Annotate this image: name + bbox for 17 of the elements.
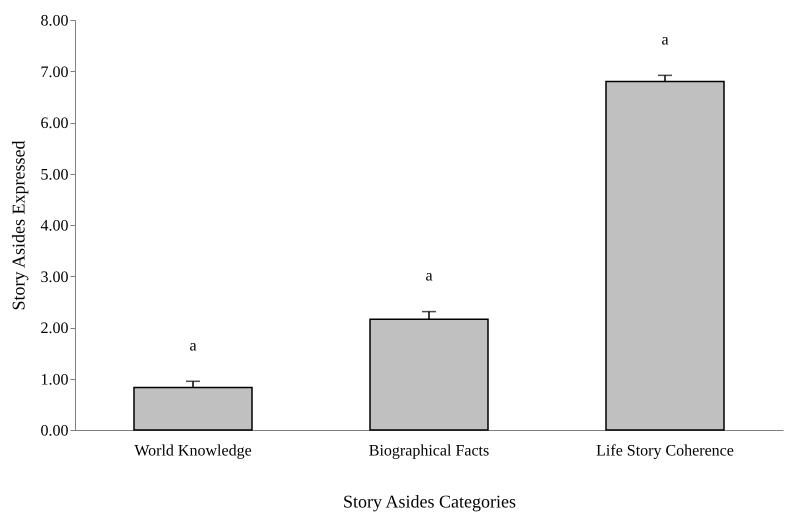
annotation: a — [661, 31, 669, 48]
y-tick-label: 0.00 — [40, 422, 68, 440]
y-tick-label: 2.00 — [40, 320, 68, 337]
x-tick-label: Biographical Facts — [368, 442, 490, 460]
y-tick-label: 4.00 — [40, 218, 68, 234]
y-tick-label: 6.00 — [40, 115, 68, 132]
x-tick-label: World Knowledge — [134, 442, 252, 460]
y-tick-label: 8.00 — [40, 12, 68, 30]
y-tick-label: 5.00 — [40, 166, 68, 184]
x-axis-title: Story Asides Categories — [343, 492, 516, 512]
y-tick-label: 1.00 — [40, 371, 68, 388]
y-tick-label: 3.00 — [40, 268, 68, 286]
annotation: a — [189, 337, 197, 354]
annotation: a — [425, 268, 433, 285]
y-tick-label: 7.00 — [40, 64, 68, 81]
y-axis-title: Story Asides Expressed — [8, 140, 28, 310]
x-tick-label: Life Story Coherence — [596, 442, 734, 460]
